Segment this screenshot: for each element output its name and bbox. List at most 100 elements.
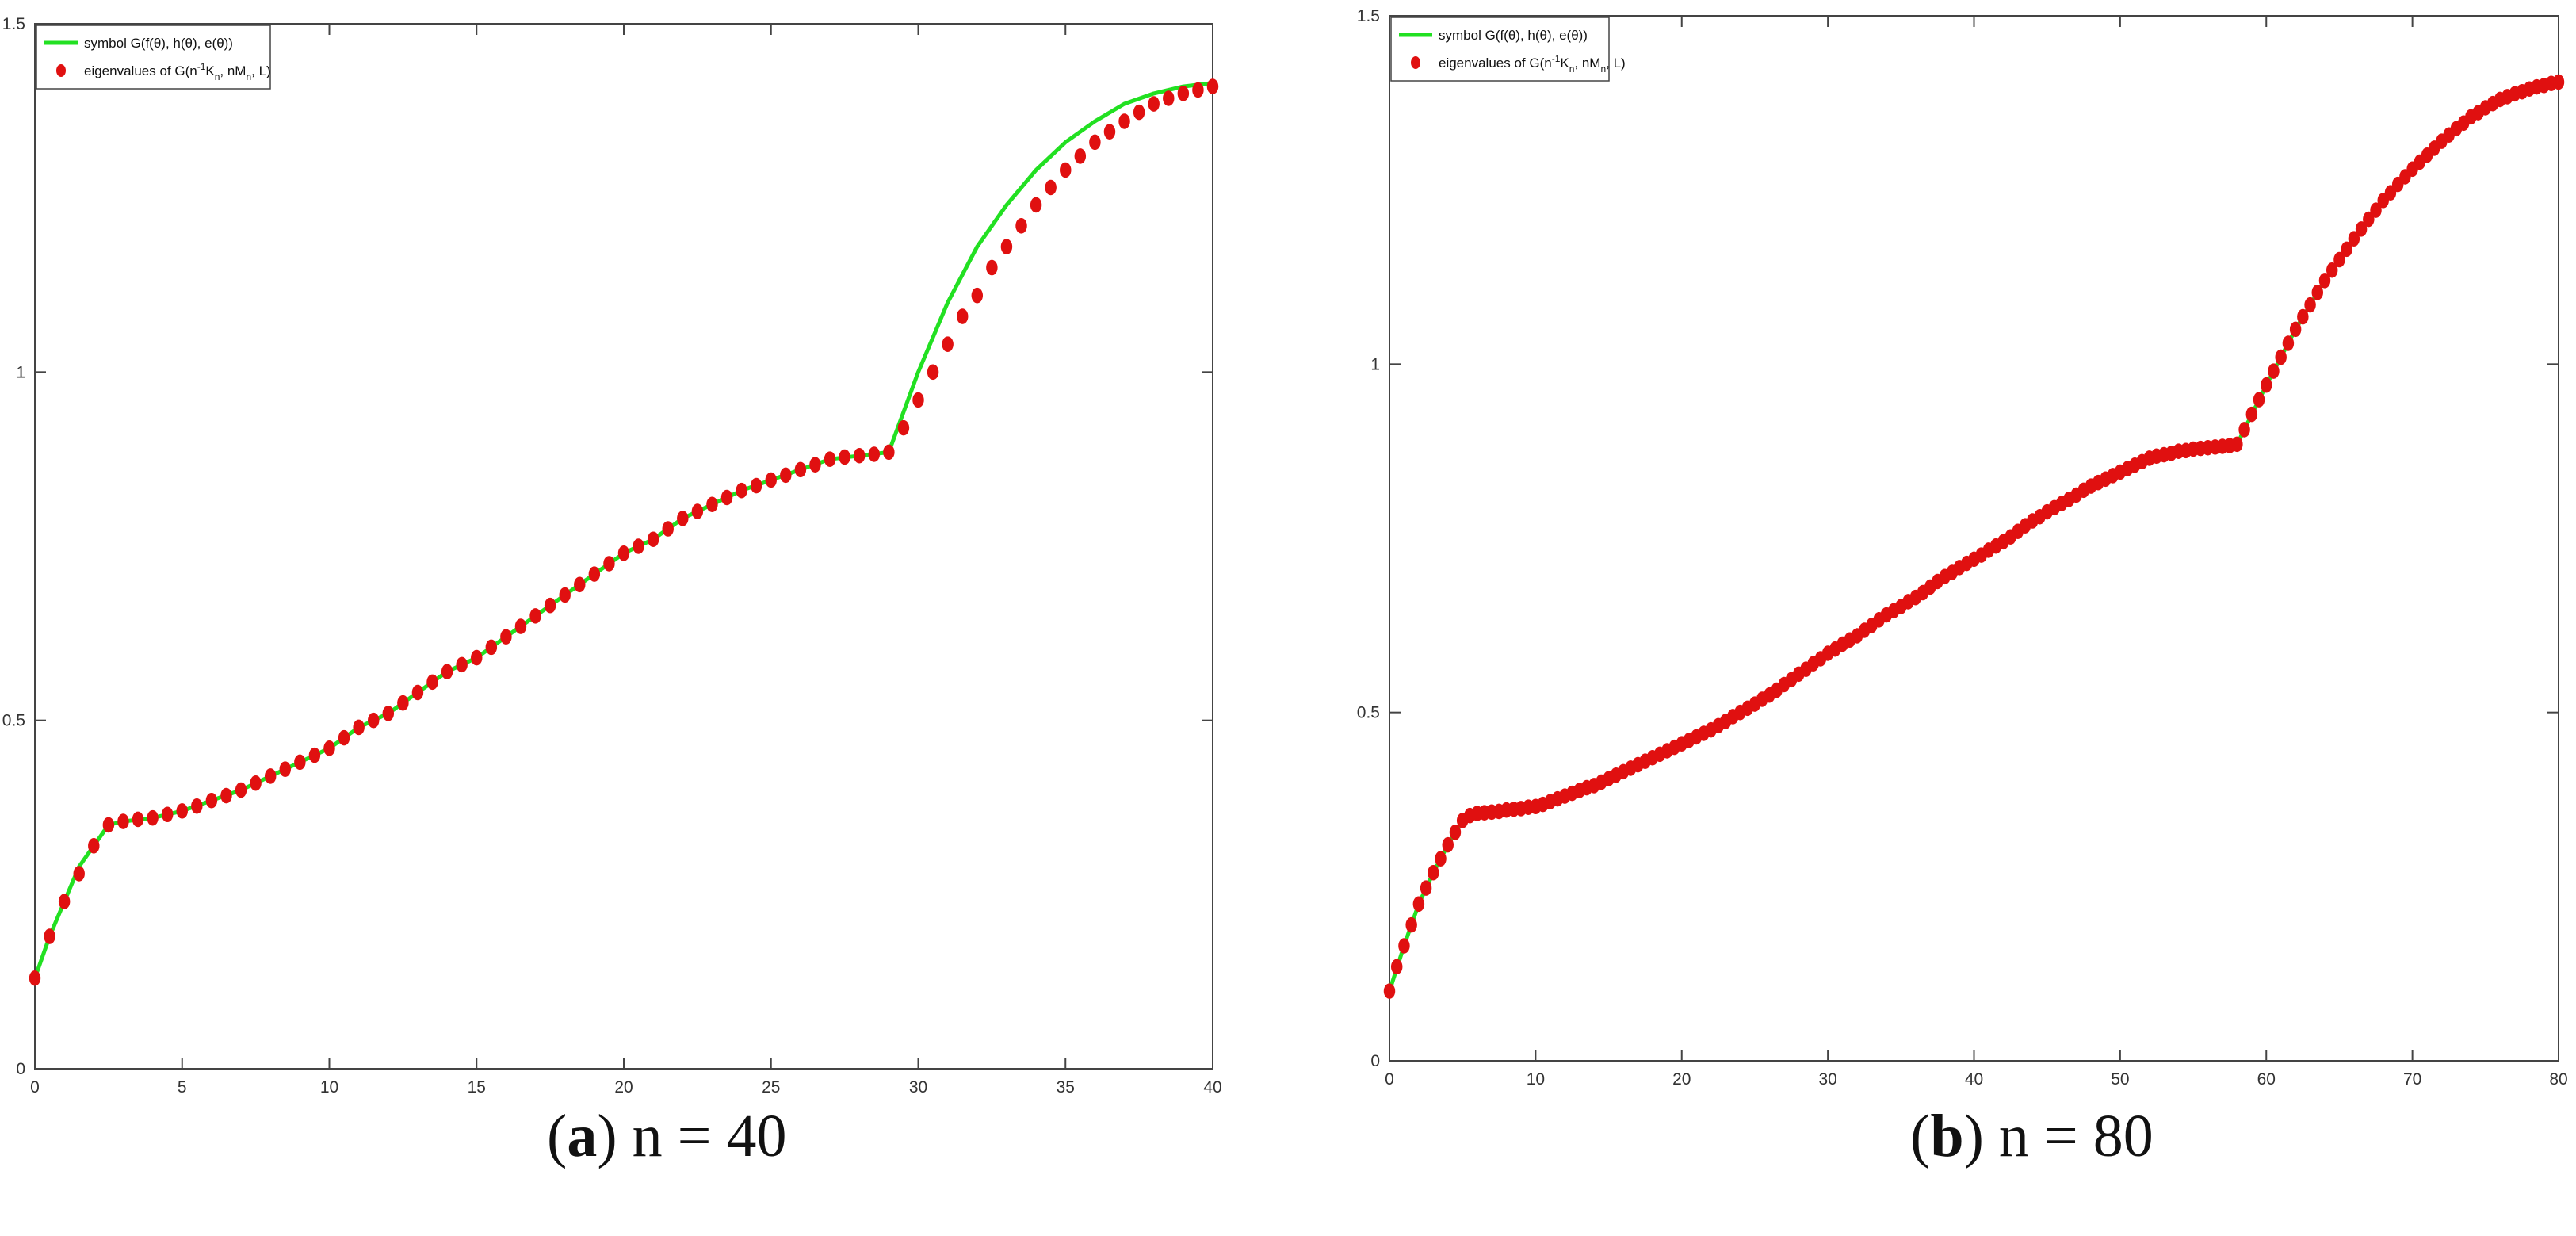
eigenvalue-point-a <box>88 838 100 854</box>
eigenvalue-point-a <box>117 813 129 829</box>
x-tick-label-a: 40 <box>1203 1078 1221 1096</box>
eigenvalue-point-a <box>912 392 924 408</box>
x-tick-label-a: 20 <box>614 1078 633 1096</box>
eigenvalue-point-b <box>2311 285 2324 300</box>
y-tick-label-b: 0.5 <box>1357 704 1380 722</box>
eigenvalue-point-b <box>2326 262 2338 278</box>
eigenvalue-point-a <box>1045 179 1057 196</box>
eigenvalue-point-b <box>1405 916 1417 933</box>
x-tick-label-a: 30 <box>909 1078 927 1096</box>
eigenvalue-point-a <box>633 538 644 554</box>
x-tick-label-b: 50 <box>2111 1070 2129 1089</box>
x-tick-label-b: 30 <box>1818 1070 1836 1089</box>
eigenvalue-point-a <box>617 545 630 561</box>
eigenvalue-point-a <box>235 782 247 798</box>
eigenvalue-point-a <box>750 477 762 494</box>
eigenvalue-point-a <box>603 556 615 572</box>
eigenvalue-point-a <box>706 496 718 513</box>
eigenvalue-point-a <box>308 747 321 763</box>
eigenvalue-point-a <box>853 447 866 464</box>
eigenvalue-point-b <box>2348 231 2360 247</box>
eigenvalue-point-b <box>1435 851 1447 867</box>
eigenvalue-point-b <box>1449 825 1462 840</box>
eigenvalue-point-a <box>353 719 365 736</box>
eigenvalue-point-a <box>824 451 836 467</box>
x-tick-label-a: 25 <box>762 1078 780 1096</box>
legend-dot-swatch-b <box>1411 56 1420 69</box>
eigenvalue-point-a <box>250 775 262 791</box>
x-tick-label-b: 0 <box>1385 1070 1394 1089</box>
eigenvalue-point-b <box>1383 983 1396 999</box>
eigenvalue-point-a <box>839 449 850 465</box>
eigenvalue-point-a <box>1030 197 1042 213</box>
y-tick-label-b: 1.5 <box>1357 7 1380 25</box>
x-tick-label-a: 10 <box>320 1078 338 1096</box>
x-tick-label-b: 10 <box>1527 1070 1545 1089</box>
caption-a-letter: a <box>567 1103 598 1169</box>
x-tick-label-a: 15 <box>468 1078 486 1096</box>
eigenvalue-point-b <box>2231 436 2243 453</box>
eigenvalue-point-b <box>1398 938 1410 954</box>
eigenvalue-point-b <box>2363 211 2375 228</box>
y-tick-label-b: 1 <box>1370 355 1380 373</box>
eigenvalue-point-a <box>691 503 704 519</box>
eigenvalue-point-a <box>485 639 498 656</box>
legend-box-a <box>36 25 271 90</box>
eigenvalue-point-b <box>2282 335 2295 351</box>
eigenvalue-point-a <box>279 761 291 777</box>
caption-b-text: n = 80 <box>1998 1103 2154 1169</box>
eigenvalue-point-a <box>574 576 586 593</box>
eigenvalue-point-a <box>883 444 895 461</box>
eigenvalue-point-a <box>29 970 41 986</box>
eigenvalue-point-a <box>1148 96 1160 112</box>
x-tick-label-b: 20 <box>1672 1070 1691 1089</box>
eigenvalue-point-b <box>2289 321 2302 338</box>
eigenvalue-point-a <box>220 787 232 804</box>
eigenvalue-point-a <box>780 467 792 484</box>
eigenvalue-point-a <box>1060 162 1072 178</box>
eigenvalue-point-a <box>426 674 438 691</box>
plot-area-b <box>1389 15 2559 1062</box>
caption-b: (b) n = 80 <box>1910 1103 2154 1169</box>
eigenvalue-point-a <box>529 608 541 624</box>
eigenvalue-point-a <box>971 287 984 304</box>
eigenvalue-point-b <box>2268 363 2280 379</box>
y-tick-label-a: 0.5 <box>2 712 25 730</box>
eigenvalue-point-a <box>897 419 910 436</box>
eigenvalue-point-a <box>338 729 350 746</box>
eigenvalue-point-a <box>1163 90 1175 106</box>
eigenvalue-point-a <box>1192 82 1204 98</box>
eigenvalue-point-a <box>1133 104 1145 121</box>
chart-panel-a: 0 5 10 15 20 25 30 35 40 0 0.5 1 1.5 symbol G(f(θ), h… <box>2 15 1222 1096</box>
eigenvalue-point-a <box>102 817 115 833</box>
x-tick-label-a: 5 <box>178 1078 187 1096</box>
caption-b-letter: b <box>1930 1103 1964 1169</box>
eigenvalue-point-b <box>2304 297 2316 313</box>
eigenvalue-point-a <box>1177 86 1190 101</box>
eigenvalue-point-b <box>2275 349 2287 365</box>
eigenvalue-point-a <box>868 446 880 462</box>
eigenvalue-point-a <box>927 364 939 381</box>
eigenvalue-point-a <box>73 866 85 882</box>
y-tick-label-a: 1 <box>16 363 25 381</box>
legend-symbol-label-a: symbol G(f(θ), h(θ), e(θ)) <box>84 36 233 51</box>
eigenvalue-point-b <box>1428 864 1439 881</box>
caption-a-text: n = 40 <box>632 1103 787 1169</box>
legend-symbol-label-b: symbol G(f(θ), h(θ), e(θ)) <box>1439 28 1588 43</box>
eigenvalue-point-a <box>411 684 424 701</box>
eigenvalue-point-a <box>205 792 218 809</box>
eigenvalue-point-b <box>1420 880 1432 896</box>
eigenvalue-point-a <box>176 803 188 819</box>
x-tick-label-a: 35 <box>1057 1078 1075 1096</box>
eigenvalue-point-a <box>1103 124 1116 140</box>
eigenvalue-point-a <box>1206 78 1219 94</box>
x-tick-label-b: 80 <box>2549 1070 2567 1089</box>
eigenvalue-point-a <box>957 308 969 324</box>
eigenvalue-point-a <box>794 461 807 478</box>
eigenvalue-point-a <box>264 768 277 784</box>
x-tick-label-a: 0 <box>30 1078 40 1096</box>
eigenvalue-point-a <box>544 597 556 614</box>
eigenvalue-point-a <box>161 806 174 823</box>
y-tick-label-a: 1.5 <box>2 15 25 33</box>
